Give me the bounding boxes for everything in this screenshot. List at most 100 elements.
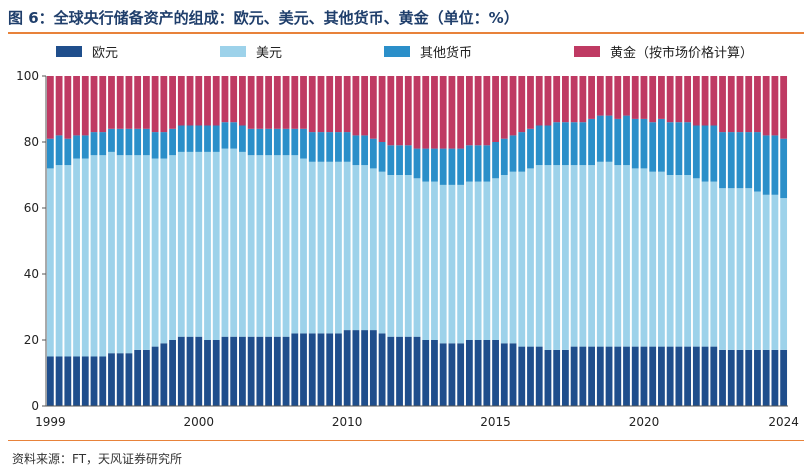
y-tick-label-1: 20 — [24, 333, 39, 347]
bar-segment-2-50 — [483, 145, 491, 182]
bar-segment-1-11 — [142, 155, 150, 350]
bar-segment-3-80 — [745, 76, 753, 133]
bar-segment-3-60 — [570, 76, 578, 123]
bar-segment-2-68 — [640, 118, 648, 169]
bar-segment-1-58 — [553, 165, 561, 350]
bar-segment-2-48 — [465, 145, 473, 182]
bar-segment-3-23 — [247, 76, 255, 129]
bar-segment-2-35 — [352, 135, 360, 166]
legend-label-euro: 欧元 — [92, 46, 119, 61]
bar-segment-2-2 — [64, 138, 72, 166]
bar-segment-2-27 — [282, 128, 290, 156]
bar-segment-3-52 — [500, 76, 508, 139]
bar-segment-1-54 — [518, 171, 526, 347]
bar-segment-0-41 — [404, 336, 412, 406]
bar-segment-1-42 — [413, 178, 421, 337]
bar-segment-3-79 — [736, 76, 744, 133]
bar-segment-2-70 — [658, 118, 665, 172]
bar-segment-3-5 — [90, 76, 98, 133]
bar-segment-0-49 — [474, 340, 482, 406]
bar-segment-0-32 — [326, 333, 334, 406]
bar-segment-1-74 — [692, 178, 700, 347]
y-tick-label-2: 40 — [24, 267, 39, 281]
bar-segment-1-56 — [535, 165, 543, 347]
bar-segment-2-57 — [544, 125, 552, 166]
bar-segment-2-59 — [562, 122, 569, 166]
bar-segment-3-26 — [273, 76, 281, 129]
bar-segment-2-84 — [780, 138, 788, 199]
bar-segment-2-42 — [413, 148, 421, 179]
bar-segment-0-4 — [81, 356, 89, 406]
bar-segment-0-60 — [570, 346, 578, 406]
bar-segment-0-53 — [509, 343, 517, 406]
bar-segment-1-43 — [422, 181, 430, 340]
bar-segment-0-5 — [90, 356, 98, 406]
bar-segment-0-18 — [204, 340, 211, 406]
bar-segment-1-8 — [116, 155, 124, 354]
bar-segment-0-12 — [151, 346, 159, 406]
bar-segment-3-62 — [588, 76, 595, 119]
bar-segment-2-63 — [596, 115, 604, 162]
bar-segment-1-83 — [771, 194, 779, 350]
bar-segment-2-16 — [186, 125, 194, 152]
bar-segment-0-2 — [64, 356, 72, 406]
bar-segment-0-62 — [588, 346, 595, 406]
bar-segment-1-40 — [396, 175, 403, 337]
bar-segment-1-44 — [431, 181, 438, 340]
bar-segment-3-75 — [701, 76, 709, 126]
bar-segment-3-24 — [256, 76, 264, 129]
bar-segment-3-22 — [239, 76, 246, 126]
bar-segment-2-11 — [142, 128, 150, 156]
bar-segment-1-39 — [387, 175, 395, 337]
bar-segment-0-58 — [553, 349, 561, 406]
bar-segment-2-7 — [108, 128, 115, 152]
bar-segment-0-14 — [169, 340, 176, 406]
bar-segment-1-41 — [404, 175, 412, 337]
bar-segment-0-30 — [308, 333, 316, 406]
bar-segment-3-84 — [780, 76, 788, 139]
bar-segment-1-7 — [108, 151, 115, 354]
bar-segment-0-65 — [614, 346, 622, 406]
bar-segment-1-24 — [256, 155, 264, 337]
bar-segment-2-0 — [46, 138, 54, 169]
bar-segment-0-70 — [658, 346, 665, 406]
footer-divider — [8, 440, 804, 441]
bar-segment-1-25 — [265, 155, 273, 337]
bar-segment-1-15 — [177, 151, 185, 337]
bar-segment-3-82 — [762, 76, 770, 136]
bar-segment-3-16 — [186, 76, 194, 126]
bar-segment-0-26 — [273, 336, 281, 406]
bar-segment-2-26 — [273, 128, 281, 156]
bar-segment-3-3 — [73, 76, 80, 136]
legend-item-gold: 黄金（按市场价格计算） — [574, 42, 753, 61]
bar-segment-1-14 — [169, 155, 176, 340]
bar-segment-2-32 — [326, 132, 334, 162]
legend-item-euro: 欧元 — [56, 42, 118, 61]
bar-segment-0-11 — [142, 349, 150, 406]
bar-segment-0-42 — [413, 336, 421, 406]
bar-segment-2-43 — [422, 148, 430, 182]
bar-segment-2-82 — [762, 135, 770, 195]
bar-segment-3-35 — [352, 76, 360, 136]
bar-segment-2-73 — [684, 122, 692, 175]
bar-segment-1-80 — [745, 188, 753, 350]
bar-segment-2-17 — [195, 125, 203, 152]
bar-segment-3-57 — [544, 76, 552, 126]
bar-segment-0-82 — [762, 349, 770, 406]
bar-segment-2-20 — [221, 122, 229, 149]
bar-segment-2-14 — [169, 128, 176, 156]
y-tick-label-3: 60 — [24, 201, 39, 215]
bar-segment-3-36 — [361, 76, 369, 136]
bar-segment-2-8 — [116, 128, 124, 156]
bar-segment-3-39 — [387, 76, 395, 146]
bar-segment-1-77 — [719, 188, 726, 350]
bar-segment-3-32 — [326, 76, 334, 133]
bar-segment-1-36 — [361, 165, 369, 331]
bar-segment-3-73 — [684, 76, 692, 123]
bar-segment-3-44 — [431, 76, 438, 149]
bar-segment-1-52 — [500, 175, 508, 344]
bar-segment-3-29 — [300, 76, 307, 129]
bar-segment-1-81 — [754, 191, 761, 350]
bar-segment-2-58 — [553, 122, 561, 166]
x-tick-label-5: 2024 — [768, 415, 799, 429]
